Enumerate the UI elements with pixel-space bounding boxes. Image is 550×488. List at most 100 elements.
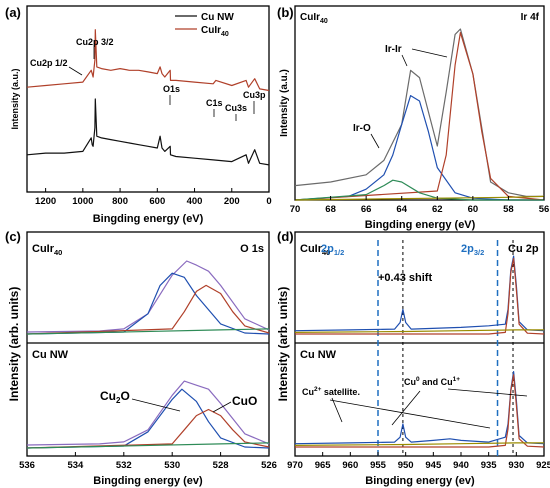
annotation-cuo-pointer — [212, 401, 232, 413]
x-tick-label: 528 — [213, 460, 229, 471]
x-tick-label: 70 — [290, 204, 301, 215]
panel-d-label: (d) — [277, 229, 294, 244]
panel-a-series-cu-nw — [26, 98, 270, 166]
panel-c-bottom-series-1 — [26, 388, 270, 449]
annotation-cu3s: Cu3s — [225, 103, 247, 113]
x-tick-label: 58 — [503, 204, 514, 215]
x-tick-label: 1200 — [35, 196, 56, 207]
panel-c-top-series-0 — [26, 260, 270, 333]
label-2p12: 2p1/2 — [321, 243, 344, 257]
annotation-cu2-satellite-pointer — [331, 397, 343, 423]
panel-a-series-cuir40 — [26, 29, 270, 92]
panel-c-bottom-series-2 — [26, 408, 270, 449]
x-tick-label: 955 — [370, 460, 387, 471]
legend-label-cu-nw: Cu NW — [201, 12, 234, 23]
panel-d-y-label: Intensity (arb. units) — [276, 287, 290, 402]
panel-d-plot — [294, 240, 545, 456]
annotation-cu0-cu1-pointer-2 — [391, 390, 421, 426]
x-tick-label: 1000 — [72, 196, 93, 207]
annotation-ir-o: Ir-O — [353, 123, 371, 134]
panel-c-label: (c) — [5, 229, 21, 244]
annotation-cu2-satellite: Cu2+ satellite. — [302, 386, 360, 397]
panel-a-x-label: Bingding energy (eV) — [93, 213, 204, 225]
x-tick-label: 536 — [19, 460, 35, 471]
panel-b-y-label: Intensity (a.u.) — [279, 69, 290, 137]
panel-d: (d) 970 965 960 955 950 945 940 935 930 925 Bingd… — [276, 229, 550, 487]
x-tick-label: 950 — [398, 460, 414, 471]
panel-a-plot — [26, 29, 270, 166]
x-tick-label: 925 — [536, 460, 550, 471]
annotation-cu2o: Cu2O — [100, 389, 130, 405]
x-tick-label: 200 — [224, 196, 240, 207]
panel-c-plot — [26, 260, 270, 449]
annotation-cuo: CuO — [232, 394, 257, 408]
x-tick-label: 930 — [508, 460, 524, 471]
panel-d-region-tag: Cu 2p — [508, 243, 539, 255]
x-tick-label: 0 — [266, 196, 271, 207]
panel-c-sample-name: CuIr40 — [32, 243, 62, 257]
panel-b-x-ticks: 70 68 66 64 62 60 58 56 — [290, 196, 550, 215]
annotation-ir-ir-pointer-2 — [411, 48, 448, 58]
panel-b-sample-name: CuIr40 — [300, 12, 328, 25]
panel-a-frame — [26, 5, 270, 193]
panel-c-top-series-3 — [26, 328, 270, 335]
panel-d-frame — [294, 231, 545, 457]
annotation-ir-ir-pointer-1 — [401, 54, 408, 67]
annotation-cu2-satellite-pointer-2 — [329, 399, 491, 429]
x-tick-label: 66 — [361, 204, 372, 215]
x-tick-label: 970 — [287, 460, 303, 471]
x-tick-label: 534 — [67, 460, 84, 471]
panel-b-frame — [294, 5, 545, 201]
panel-b-series-3 — [294, 179, 544, 201]
panel-d-sample-name-2: Cu NW — [300, 349, 337, 361]
panel-a-label: (a) — [5, 5, 21, 20]
panel-d-sample-name: CuIr40 — [300, 243, 330, 257]
annotation-cu0-cu1-pointer-1 — [447, 388, 528, 397]
annotation-o1s: O1s — [163, 84, 180, 94]
panel-a: (a) 1200 1000 800 600 400 200 0 Bingding energ… — [5, 5, 272, 225]
x-tick-label: 64 — [396, 204, 407, 215]
x-tick-label: 965 — [315, 460, 332, 471]
x-tick-label: 68 — [325, 204, 336, 215]
panel-c-bottom-series-0 — [26, 380, 270, 446]
panel-c-frame — [26, 231, 270, 457]
x-tick-label: 526 — [261, 460, 277, 471]
x-tick-label: 56 — [539, 204, 550, 215]
panel-c-x-label: Bingding energy (ev) — [93, 475, 203, 487]
panel-b-region-tag: Ir 4f — [521, 12, 540, 23]
x-tick-label: 940 — [453, 460, 469, 471]
panel-b: (b) 70 68 66 64 62 60 58 56 Bingding energy (eV… — [277, 5, 549, 231]
panel-c: (c) 536 534 532 530 528 526 Bingding energy (… — [5, 229, 277, 487]
x-tick-label: 400 — [187, 196, 203, 207]
panel-c-y-label: Intensity (arb. units) — [7, 287, 21, 402]
annotation-cu2p12: Cu2p 1/2 — [30, 58, 68, 68]
panel-b-series-2 — [294, 31, 545, 201]
annotation-cu2p32: Cu2p 3/2 — [76, 37, 114, 47]
panel-c-x-ticks: 536 534 532 530 528 526 — [19, 452, 277, 471]
panel-d-x-label: Bingding energy (ev) — [365, 475, 475, 487]
panel-c-region-tag: O 1s — [240, 243, 264, 255]
panel-c-sample-name-2: Cu NW — [32, 349, 69, 361]
x-tick-label: 960 — [342, 460, 358, 471]
panel-b-label: (b) — [277, 5, 294, 20]
panel-d-top-series-1 — [295, 258, 545, 335]
panel-d-bottom-series-2 — [294, 442, 544, 446]
panel-c-top-series-1 — [26, 272, 270, 335]
x-tick-label: 945 — [425, 460, 442, 471]
panel-b-series-1 — [294, 94, 544, 201]
x-tick-label: 935 — [481, 460, 498, 471]
label-2p32: 2p3/2 — [461, 243, 484, 257]
x-tick-label: 600 — [149, 196, 165, 207]
annotation-c1s: C1s — [206, 98, 223, 108]
x-tick-label: 60 — [468, 204, 479, 215]
panel-a-y-label: Intensity (a.u.) — [10, 68, 20, 129]
legend-label-cuir40: CuIr40 — [201, 25, 229, 38]
x-tick-label: 62 — [432, 204, 443, 215]
annotation-ir-ir: Ir-Ir — [385, 44, 402, 55]
panel-d-top-series-2 — [294, 329, 544, 333]
annotation-cu0-cu1: Cu0 and Cu1+ — [404, 376, 460, 387]
annotation-cu2p12-pointer — [68, 66, 83, 76]
panel-c-top-series-2 — [26, 284, 270, 335]
panel-b-series-0 — [294, 28, 544, 197]
